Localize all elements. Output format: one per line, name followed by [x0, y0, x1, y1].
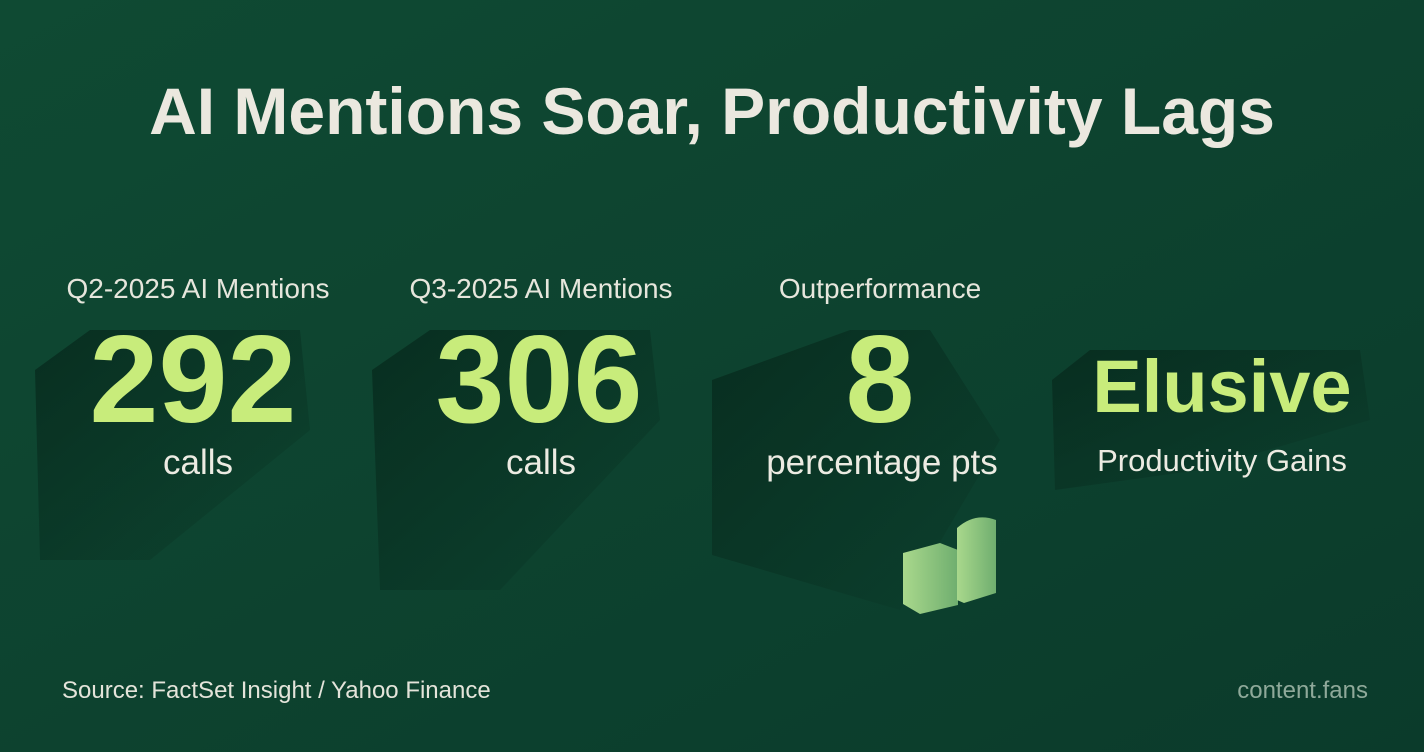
stat-value: 292 [90, 311, 297, 449]
shadow [372, 330, 660, 590]
stat-unit: Productivity Gains [1097, 443, 1347, 478]
stat-value: Elusive [1092, 345, 1351, 428]
title: AI Mentions Soar, Productivity Lags [149, 74, 1275, 148]
source: Source: FactSet Insight / Yahoo Finance [62, 677, 491, 704]
shadow [35, 330, 310, 560]
shadow [712, 330, 1000, 610]
brand: content.fans [1237, 677, 1368, 704]
stat-value: 306 [436, 311, 643, 449]
stat-unit: calls [163, 443, 233, 482]
stat-label: Q2-2025 AI Mentions [66, 273, 329, 304]
stat-label: Outperformance [779, 273, 981, 304]
stat-value: 8 [846, 311, 915, 449]
bar-icon [903, 517, 996, 614]
shadow [1052, 350, 1370, 490]
stat-label: Q3-2025 AI Mentions [409, 273, 672, 304]
stat-unit: percentage pts [766, 443, 998, 482]
stat-unit: calls [506, 443, 576, 482]
